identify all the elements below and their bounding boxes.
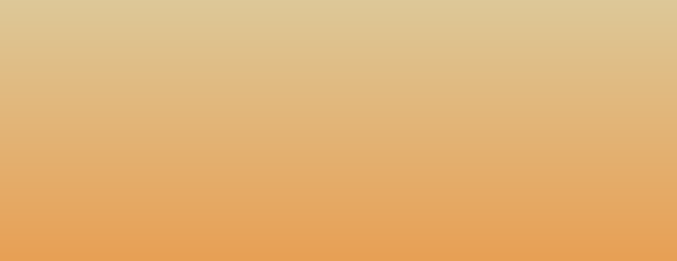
Text: Question 9 *: Question 9 * (7, 8, 89, 21)
Text: D.   $-\dfrac{7\pi}{4}$ ; $\dfrac{\pi}{4}$: D. $-\dfrac{7\pi}{4}$ ; $\dfrac{\pi}{4}$ (515, 224, 577, 248)
Text: C.   $\dfrac{11\pi}{4}$ ; $-\dfrac{5\pi}{4}$: C. $\dfrac{11\pi}{4}$ ; $-\dfrac{5\pi}{4… (366, 224, 441, 248)
Text: A.   $-\dfrac{11\pi}{4}$ ; $\dfrac{5\pi}{4}$: A. $-\dfrac{11\pi}{4}$ ; $\dfrac{5\pi}{4… (27, 224, 102, 248)
Text: 4 points: 4 points (632, 8, 674, 18)
Text: B.   $\dfrac{7\pi}{4}$ ; $-\dfrac{\pi}{4}$: B. $\dfrac{7\pi}{4}$ ; $-\dfrac{\pi}{4}$ (203, 224, 265, 248)
Text: 1)  Determine two coterminal angles in radian measure.: 1) Determine two coterminal angles in ra… (27, 73, 379, 86)
Text: $\theta = \dfrac{3\pi}{4}$: $\theta = \dfrac{3\pi}{4}$ (257, 130, 307, 163)
